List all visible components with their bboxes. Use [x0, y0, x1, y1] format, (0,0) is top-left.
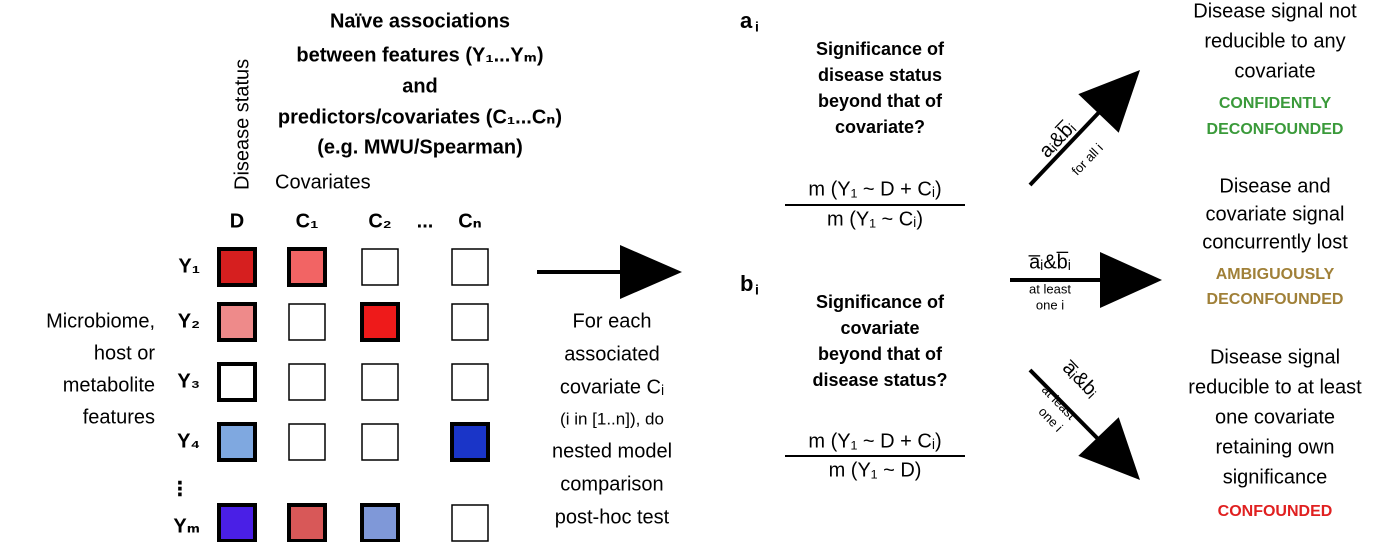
title-line: and	[402, 75, 438, 97]
cell	[361, 248, 399, 286]
cell	[361, 363, 399, 401]
outcome-verdict: CONFOUNDED	[1218, 503, 1333, 520]
outcome-description: concurrently lost	[1202, 231, 1348, 253]
cell	[361, 423, 399, 461]
outcome-description: reducible to at least	[1188, 376, 1362, 398]
procedure-line: nested model	[552, 440, 672, 462]
left-label: Microbiome,	[46, 310, 155, 332]
test-index: i	[755, 282, 759, 298]
row-label: Y₁	[178, 255, 200, 277]
cell	[217, 302, 257, 342]
outcome-description: reducible to any	[1204, 30, 1345, 52]
column-header: ...	[417, 210, 434, 232]
outcome-description: Disease signal	[1210, 346, 1340, 368]
title: Naïve associations between features (Y₁.…	[278, 10, 562, 158]
question-line: covariate	[840, 318, 919, 338]
denominator: m (Y₁ ~ Cᵢ)	[827, 208, 923, 230]
procedure-line: associated	[564, 343, 660, 365]
outcome-verdict: DECONFOUNDED	[1207, 291, 1344, 308]
arrow	[1028, 104, 1107, 187]
arrow	[1028, 368, 1107, 448]
question-line: disease status	[818, 65, 942, 85]
cell	[217, 362, 257, 402]
procedure-line: (i in [1..n]), do	[560, 409, 664, 428]
outcome-description: retaining own	[1216, 436, 1335, 458]
cell	[288, 303, 326, 341]
title-line: Naïve associations	[330, 10, 510, 32]
numerator: m (Y₁ ~ D + Cᵢ)	[808, 178, 941, 200]
outcome-condition: a̅ᵢ&bᵢ	[1058, 356, 1103, 402]
test-label: a	[740, 8, 753, 33]
left-label: host or	[94, 342, 155, 364]
outcome-description: covariate	[1234, 60, 1315, 82]
column-header: D	[230, 210, 244, 232]
arrow-head	[1078, 70, 1140, 133]
cell	[217, 503, 257, 542]
outcome-condition: a̅ᵢ&b̅ᵢ	[1028, 250, 1071, 273]
question-line: Significance of	[816, 292, 945, 312]
row-label: Y₂	[178, 310, 200, 332]
outcome-description: one covariate	[1215, 406, 1335, 428]
column-header: Cₙ	[458, 210, 482, 232]
outcome-description: Disease signal not	[1193, 0, 1357, 22]
cell	[451, 303, 489, 341]
cell	[450, 422, 490, 462]
row-label: Yₘ	[173, 515, 200, 537]
question-line: beyond that of	[818, 91, 943, 111]
procedure-line: covariate Cᵢ	[560, 376, 664, 398]
outcome-scope: at least	[1029, 281, 1071, 296]
cell	[217, 422, 257, 462]
column-header: C₂	[368, 210, 391, 232]
arrow-head	[1100, 252, 1162, 308]
question-line: covariate?	[835, 117, 925, 137]
disease-status: Disease status	[231, 59, 253, 190]
cell	[451, 363, 489, 401]
row-label: ⋮	[170, 478, 190, 500]
numerator: m (Y₁ ~ D + Cᵢ)	[808, 430, 941, 452]
test-index: i	[755, 19, 759, 35]
row-label: Y₄	[177, 430, 200, 452]
cell	[451, 504, 489, 542]
left-label: metabolite	[63, 374, 155, 396]
association-grid	[217, 247, 490, 542]
outcome-verdict: CONFIDENTLY	[1219, 95, 1332, 112]
question-line: disease status?	[812, 370, 947, 390]
cell	[217, 247, 257, 287]
outcome-description: significance	[1223, 466, 1328, 488]
outcome-scope: for all i	[1069, 140, 1106, 178]
outcome-scope: one i	[1036, 297, 1064, 312]
row-label: Y₃	[177, 370, 200, 392]
denominator: m (Y₁ ~ D)	[829, 459, 922, 481]
column-header: C₁	[296, 210, 319, 232]
left-label: features	[83, 406, 155, 428]
cell	[288, 363, 326, 401]
question-line: beyond that of	[818, 344, 943, 364]
question-line: Significance of	[816, 39, 945, 59]
cell	[288, 423, 326, 461]
cell	[287, 247, 327, 287]
cell	[287, 503, 327, 542]
cell	[360, 302, 400, 342]
covariates-label: Covariates	[275, 171, 371, 193]
arrow-head	[620, 245, 682, 299]
title-line: (e.g. MWU/Spearman)	[317, 136, 523, 158]
procedure-line: comparison	[560, 473, 663, 495]
outcome-verdict: DECONFOUNDED	[1207, 121, 1344, 138]
procedure-line: post-hoc test	[555, 506, 670, 528]
arrow-head	[1078, 417, 1140, 480]
title-line: predictors/covariates (C₁...Cₙ)	[278, 106, 562, 128]
outcome-description: covariate signal	[1206, 203, 1345, 225]
cell	[360, 503, 400, 542]
cell	[451, 248, 489, 286]
title-line: between features (Y₁...Yₘ)	[296, 44, 543, 66]
outcome-verdict: AMBIGUOUSLY	[1216, 266, 1335, 283]
outcome-description: Disease and	[1219, 175, 1330, 197]
procedure-line: For each	[573, 310, 652, 332]
test-label: b	[740, 271, 753, 296]
